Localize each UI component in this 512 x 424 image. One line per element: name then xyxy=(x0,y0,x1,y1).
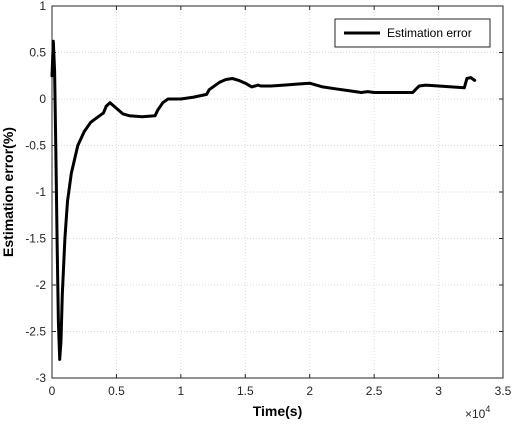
x-axis-title: Time(s) xyxy=(253,403,303,419)
y-tick-label: 0.5 xyxy=(29,46,46,60)
x-tick-label: 0.5 xyxy=(108,384,125,398)
y-tick-label: -1.5 xyxy=(25,232,46,246)
y-tick-label: -3 xyxy=(35,371,46,385)
y-tick-label: 0 xyxy=(39,92,46,106)
series xyxy=(50,39,477,361)
series-line xyxy=(50,39,477,361)
y-tick-label: -2.5 xyxy=(25,325,46,339)
x-axis-multiplier-base: ×10 xyxy=(465,407,486,421)
x-tick-label: 2 xyxy=(306,384,313,398)
grid xyxy=(51,5,504,379)
legend-label: Estimation error xyxy=(387,26,472,40)
x-tick-label: 3 xyxy=(435,384,442,398)
x-axis-multiplier: ×104 xyxy=(465,404,490,421)
y-tick-label: -2 xyxy=(35,278,46,292)
y-axis-title: Estimation error(%) xyxy=(0,127,16,257)
ticks: 0 0.5 1 1.5 2 2.5 3 3.5 1 0.5 0 -0.5 -1 -1.5 -2 -2.5 -3 xyxy=(25,0,511,398)
legend: Estimation error xyxy=(334,18,491,48)
x-tick-label: 1 xyxy=(178,384,185,398)
x-tick-label: 1.5 xyxy=(237,384,254,398)
y-tick-label: -1 xyxy=(35,185,46,199)
x-axis-multiplier-exponent: 4 xyxy=(485,404,490,414)
x-tick-label: 2.5 xyxy=(366,384,383,398)
y-tick-label: 1 xyxy=(39,0,46,13)
y-tick-label: -0.5 xyxy=(25,139,46,153)
x-tick-label: 3.5 xyxy=(495,384,512,398)
x-tick-label: 0 xyxy=(49,384,56,398)
